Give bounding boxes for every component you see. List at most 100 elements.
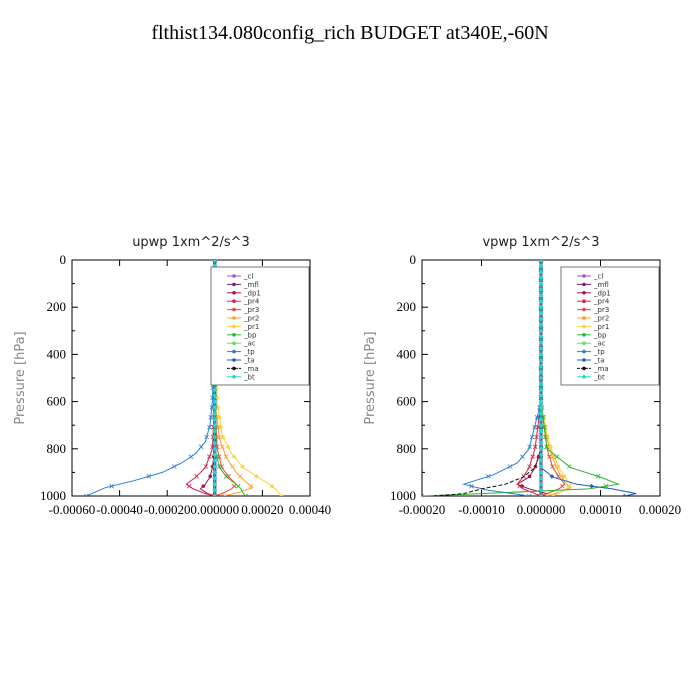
legend-marker bbox=[582, 307, 586, 312]
series-point bbox=[539, 334, 543, 339]
series-point bbox=[243, 493, 249, 496]
legend-marker bbox=[582, 282, 586, 287]
legend-item-pr2: _pr2 bbox=[577, 315, 609, 323]
series-point bbox=[507, 464, 513, 469]
series-point bbox=[566, 484, 571, 488]
series-point bbox=[216, 405, 220, 410]
series-point bbox=[539, 270, 543, 274]
legend-marker bbox=[232, 358, 236, 362]
series-point bbox=[539, 399, 543, 404]
series-point bbox=[539, 435, 543, 439]
y-tick-label: 200 bbox=[47, 299, 67, 314]
series-point bbox=[551, 494, 555, 496]
series-point bbox=[208, 474, 213, 479]
series-point bbox=[539, 464, 543, 469]
series-line-tp bbox=[461, 260, 542, 496]
legend-marker bbox=[232, 282, 236, 287]
series-point bbox=[539, 329, 543, 333]
legend-item-bt: _bt bbox=[577, 373, 605, 381]
legend-label: _cl bbox=[593, 273, 603, 281]
series-point bbox=[539, 370, 543, 374]
legend-item-dp1: _dp1 bbox=[227, 289, 261, 297]
series-point bbox=[539, 441, 543, 445]
series-point bbox=[538, 260, 544, 263]
figure-title: flthist134.080config_rich BUDGET at340E,… bbox=[151, 22, 549, 44]
y-tick-label: 400 bbox=[47, 346, 67, 361]
series-point bbox=[232, 454, 236, 459]
x-tick-label: 0.00020 bbox=[639, 502, 681, 517]
series-point bbox=[213, 429, 217, 433]
series-point bbox=[216, 434, 222, 440]
series-point bbox=[194, 474, 199, 479]
legend-label: _bp bbox=[593, 331, 607, 339]
series-point bbox=[534, 434, 539, 440]
series-point bbox=[186, 483, 192, 489]
legend-marker bbox=[232, 316, 236, 320]
legend-item-ac: _ac bbox=[227, 340, 256, 348]
legend-item-pr4: _pr4 bbox=[227, 298, 260, 306]
series-line-tp bbox=[86, 260, 216, 496]
x-tick-label: -0.00020 bbox=[399, 502, 446, 517]
legend-marker bbox=[582, 324, 586, 329]
series-point bbox=[213, 447, 217, 451]
legend-label: _dp1 bbox=[593, 289, 611, 297]
series-point bbox=[188, 454, 194, 459]
legend-marker bbox=[582, 291, 586, 295]
series-point bbox=[213, 482, 217, 487]
y-tick-label: 600 bbox=[47, 394, 67, 409]
legend-item-tp: _tp bbox=[577, 348, 605, 356]
series-point bbox=[109, 483, 114, 489]
series-point bbox=[213, 464, 217, 469]
legend: _cl_mfl_dp1_pr4_pr3_pr2_pr1_bp_ac_tp_ta_… bbox=[560, 266, 660, 386]
series-point bbox=[589, 483, 594, 489]
legend-label: _mfl bbox=[593, 281, 609, 289]
series-point bbox=[527, 474, 532, 479]
legend-marker bbox=[232, 299, 236, 304]
series-point bbox=[212, 260, 218, 263]
series-point bbox=[539, 293, 543, 298]
legend-label: _bt bbox=[243, 373, 255, 381]
series-point bbox=[538, 493, 544, 496]
y-tick-label: 800 bbox=[47, 441, 67, 456]
legend-label: _pr1 bbox=[593, 323, 609, 331]
legend-item-mfl: _mfl bbox=[227, 281, 259, 289]
legend-marker bbox=[232, 366, 236, 371]
series-line-pr4 bbox=[185, 260, 216, 496]
x-tick-label: 0.000000 bbox=[517, 502, 566, 517]
legend-label: _cl bbox=[243, 273, 253, 281]
series-point bbox=[213, 441, 217, 445]
y-tick-label: 800 bbox=[397, 441, 417, 456]
series-point bbox=[207, 454, 212, 459]
series-point bbox=[213, 260, 217, 262]
series-point bbox=[560, 483, 565, 489]
series-point bbox=[539, 376, 543, 380]
series-point bbox=[550, 464, 555, 469]
x-tick-label: -0.00040 bbox=[96, 502, 143, 517]
legend-marker bbox=[582, 349, 586, 354]
series-point bbox=[539, 364, 543, 369]
legend-label: _tp bbox=[243, 348, 255, 356]
series-point bbox=[539, 470, 543, 475]
series-point bbox=[544, 493, 550, 496]
legend-marker bbox=[232, 349, 236, 354]
legend-marker bbox=[232, 333, 236, 337]
series-point bbox=[539, 264, 543, 268]
legend-item-cl: _cl bbox=[227, 273, 253, 281]
series-point bbox=[539, 494, 543, 496]
legend-label: _bp bbox=[243, 331, 257, 339]
series-point bbox=[213, 435, 217, 439]
legend-label: _ta bbox=[243, 357, 255, 365]
series-point bbox=[208, 415, 214, 420]
series-point bbox=[235, 483, 241, 489]
series-point bbox=[146, 474, 152, 479]
y-tick-label: 200 bbox=[397, 299, 417, 314]
series-point bbox=[534, 415, 540, 420]
series-line-ma bbox=[433, 260, 542, 496]
series-point bbox=[172, 464, 177, 469]
series-point bbox=[213, 476, 217, 481]
legend-marker bbox=[232, 274, 236, 278]
legend-label: _ac bbox=[593, 340, 606, 348]
series-point bbox=[201, 484, 206, 488]
series-point bbox=[248, 483, 254, 489]
legend-label: _pr3 bbox=[593, 306, 609, 314]
